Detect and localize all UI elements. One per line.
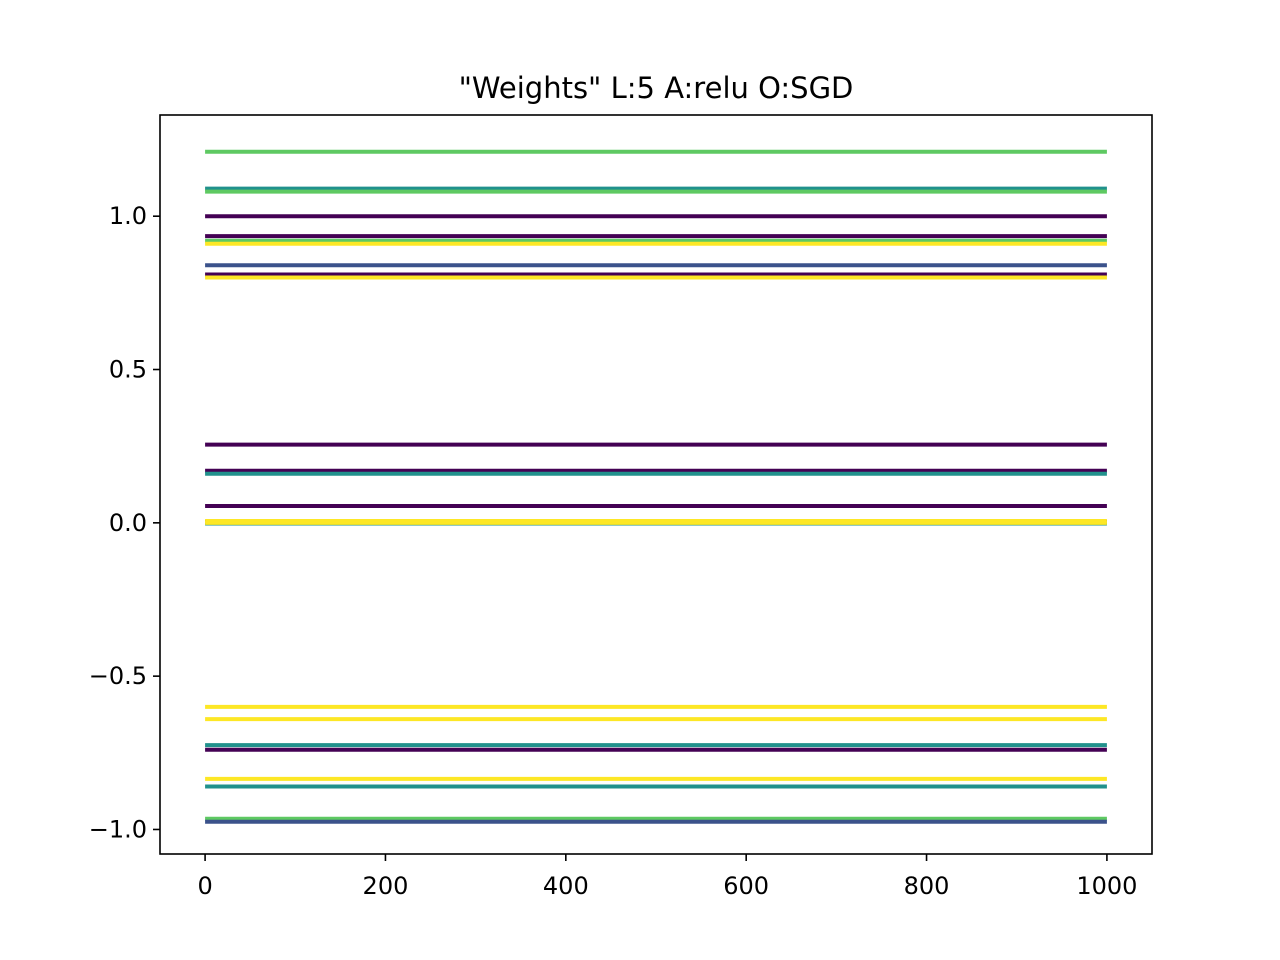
x-tick-label: 1000	[1076, 872, 1137, 900]
y-tick-label: −1.0	[89, 815, 147, 843]
plot-frame	[159, 114, 1153, 855]
x-tick-label: 800	[904, 872, 950, 900]
y-tick-label: 0.0	[109, 509, 147, 537]
y-axis: −1.0 −0.5 0.0 0.5 1.0	[89, 202, 160, 843]
x-tick-label: 0	[197, 872, 212, 900]
x-tick-label: 200	[363, 872, 409, 900]
y-tick-label: 0.5	[109, 356, 147, 384]
x-axis: 0 200 400 600 800 1000	[197, 854, 1137, 900]
y-tick-label: 1.0	[109, 202, 147, 230]
x-tick-label: 400	[543, 872, 589, 900]
chart-title: "Weights" L:5 A:relu O:SGD	[459, 71, 854, 105]
y-tick-label: −0.5	[89, 662, 147, 690]
x-tick-label: 600	[723, 872, 769, 900]
series-group	[205, 149, 1107, 824]
